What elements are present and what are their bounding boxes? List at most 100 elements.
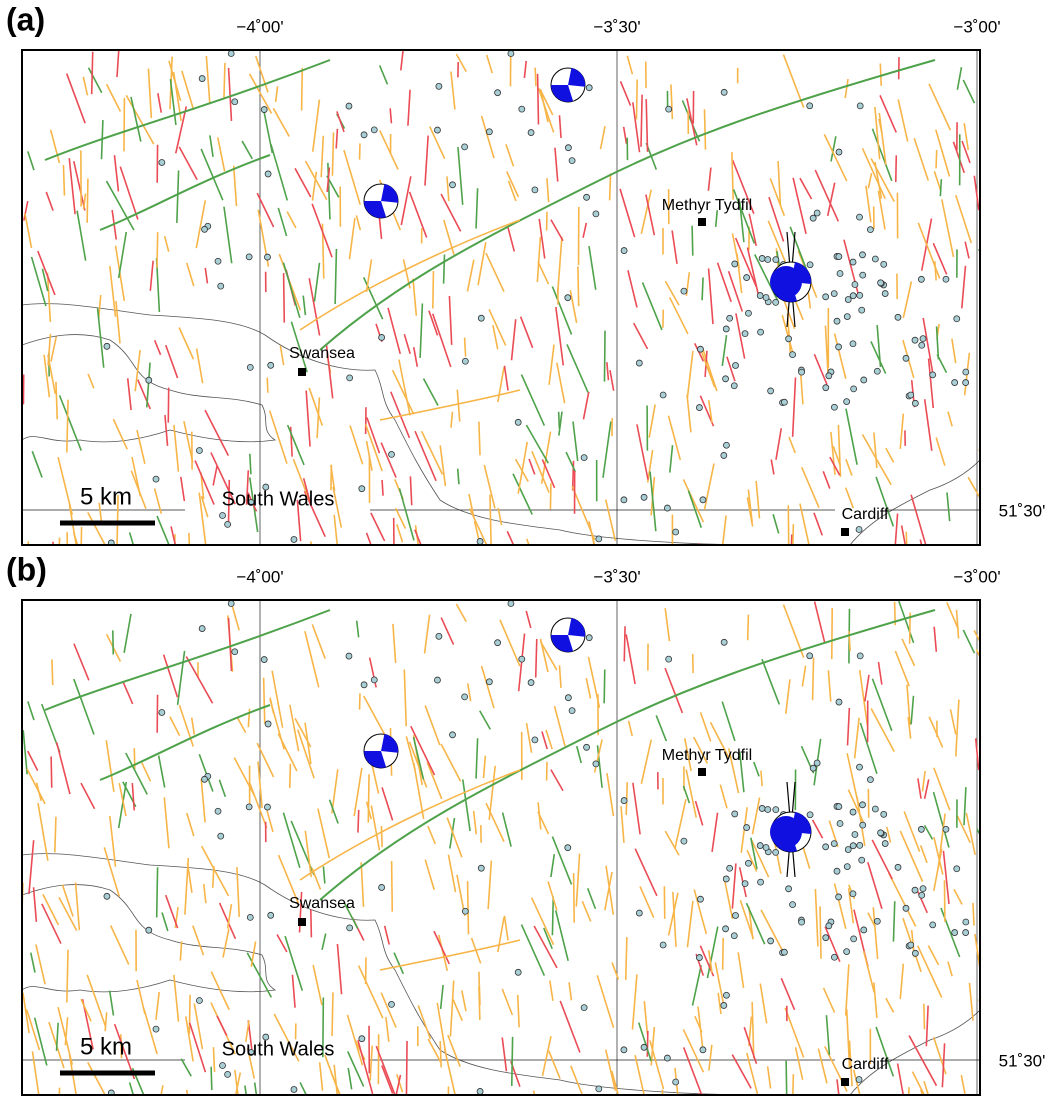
- fault: [200, 778, 206, 823]
- earthquake: [696, 404, 703, 411]
- earthquake: [346, 374, 354, 382]
- fault: [96, 308, 105, 368]
- earthquake: [449, 181, 456, 189]
- fault: [157, 93, 163, 113]
- fault: [245, 470, 250, 505]
- fault: [308, 278, 321, 336]
- fault: [927, 358, 935, 409]
- fault: [585, 677, 592, 699]
- fault: [105, 740, 115, 792]
- fault: [66, 949, 69, 1003]
- fault: [637, 1022, 652, 1062]
- earthquake: [856, 841, 864, 849]
- fault: [408, 741, 428, 788]
- earthquake: [246, 363, 254, 371]
- focal-compression: [770, 816, 802, 848]
- fault: [939, 179, 943, 197]
- fault: [844, 964, 850, 1016]
- fault: [277, 854, 300, 904]
- fault: [782, 604, 805, 658]
- fault: [222, 928, 230, 958]
- earthquake: [227, 600, 235, 607]
- fault: [731, 863, 737, 909]
- earthquake: [435, 82, 443, 90]
- fault: [488, 765, 497, 820]
- earthquake: [620, 797, 628, 804]
- fault: [949, 709, 957, 735]
- earthquake: [772, 256, 780, 264]
- fault: [131, 783, 136, 811]
- fault: [907, 716, 912, 739]
- fault: [541, 459, 556, 489]
- fault: [290, 321, 308, 373]
- fault: [739, 900, 755, 939]
- fault: [472, 810, 478, 835]
- lat-tick-label: 51˚30': [999, 1051, 1046, 1070]
- fault: [52, 541, 54, 545]
- fault: [331, 769, 339, 814]
- fault: [550, 219, 564, 242]
- fault: [104, 1012, 108, 1032]
- fault: [131, 456, 142, 497]
- fault: [873, 432, 878, 468]
- fault: [408, 191, 428, 238]
- city-label: Methyr Tydfil: [662, 197, 752, 214]
- map-frame: [21, 49, 981, 546]
- fault: [792, 177, 807, 234]
- earthquake: [772, 848, 780, 856]
- fault: [861, 434, 892, 486]
- earthquake: [461, 693, 469, 701]
- fault: [446, 176, 450, 202]
- fault: [867, 172, 873, 189]
- fault: [321, 933, 327, 950]
- earthquake: [672, 1078, 680, 1086]
- earthquake: [580, 454, 588, 462]
- earthquake: [907, 391, 915, 399]
- earthquake: [107, 1089, 115, 1095]
- fault: [896, 1063, 905, 1095]
- fault: [80, 782, 96, 810]
- fault: [596, 745, 603, 788]
- fault: [872, 907, 879, 960]
- fault: [439, 1041, 442, 1068]
- earthquake: [789, 901, 796, 909]
- fault: [830, 431, 836, 475]
- earthquake: [568, 157, 576, 165]
- fault: [328, 799, 339, 824]
- fault: [549, 980, 554, 1001]
- fault: [845, 1009, 851, 1069]
- earthquake: [894, 313, 902, 321]
- fault: [450, 411, 454, 428]
- fault: [162, 654, 179, 698]
- fault: [897, 99, 909, 142]
- fault: [405, 736, 416, 771]
- earthquake: [388, 1001, 395, 1008]
- fault: [427, 1038, 442, 1063]
- fault: [365, 259, 373, 292]
- earthquake: [929, 921, 937, 929]
- fault: [227, 67, 233, 122]
- fault: [448, 295, 453, 345]
- fault: [799, 503, 810, 545]
- fault: [575, 853, 581, 907]
- earthquake: [267, 361, 275, 369]
- fault: [962, 629, 976, 654]
- fault: [734, 237, 758, 288]
- fault: [82, 193, 87, 210]
- fault: [846, 707, 851, 746]
- fault: [125, 752, 148, 795]
- earthquake: [103, 342, 111, 350]
- fault: [669, 445, 674, 473]
- fault: [682, 479, 705, 523]
- fault: [664, 280, 680, 306]
- fault: [235, 1072, 242, 1095]
- fault: [396, 1074, 404, 1093]
- fault: [731, 1054, 752, 1089]
- fault: [393, 952, 405, 975]
- fault: [65, 73, 86, 124]
- fault: [632, 102, 641, 153]
- fault: [517, 441, 529, 494]
- fault: [473, 520, 481, 545]
- fault: [262, 677, 266, 724]
- fault: [440, 743, 462, 782]
